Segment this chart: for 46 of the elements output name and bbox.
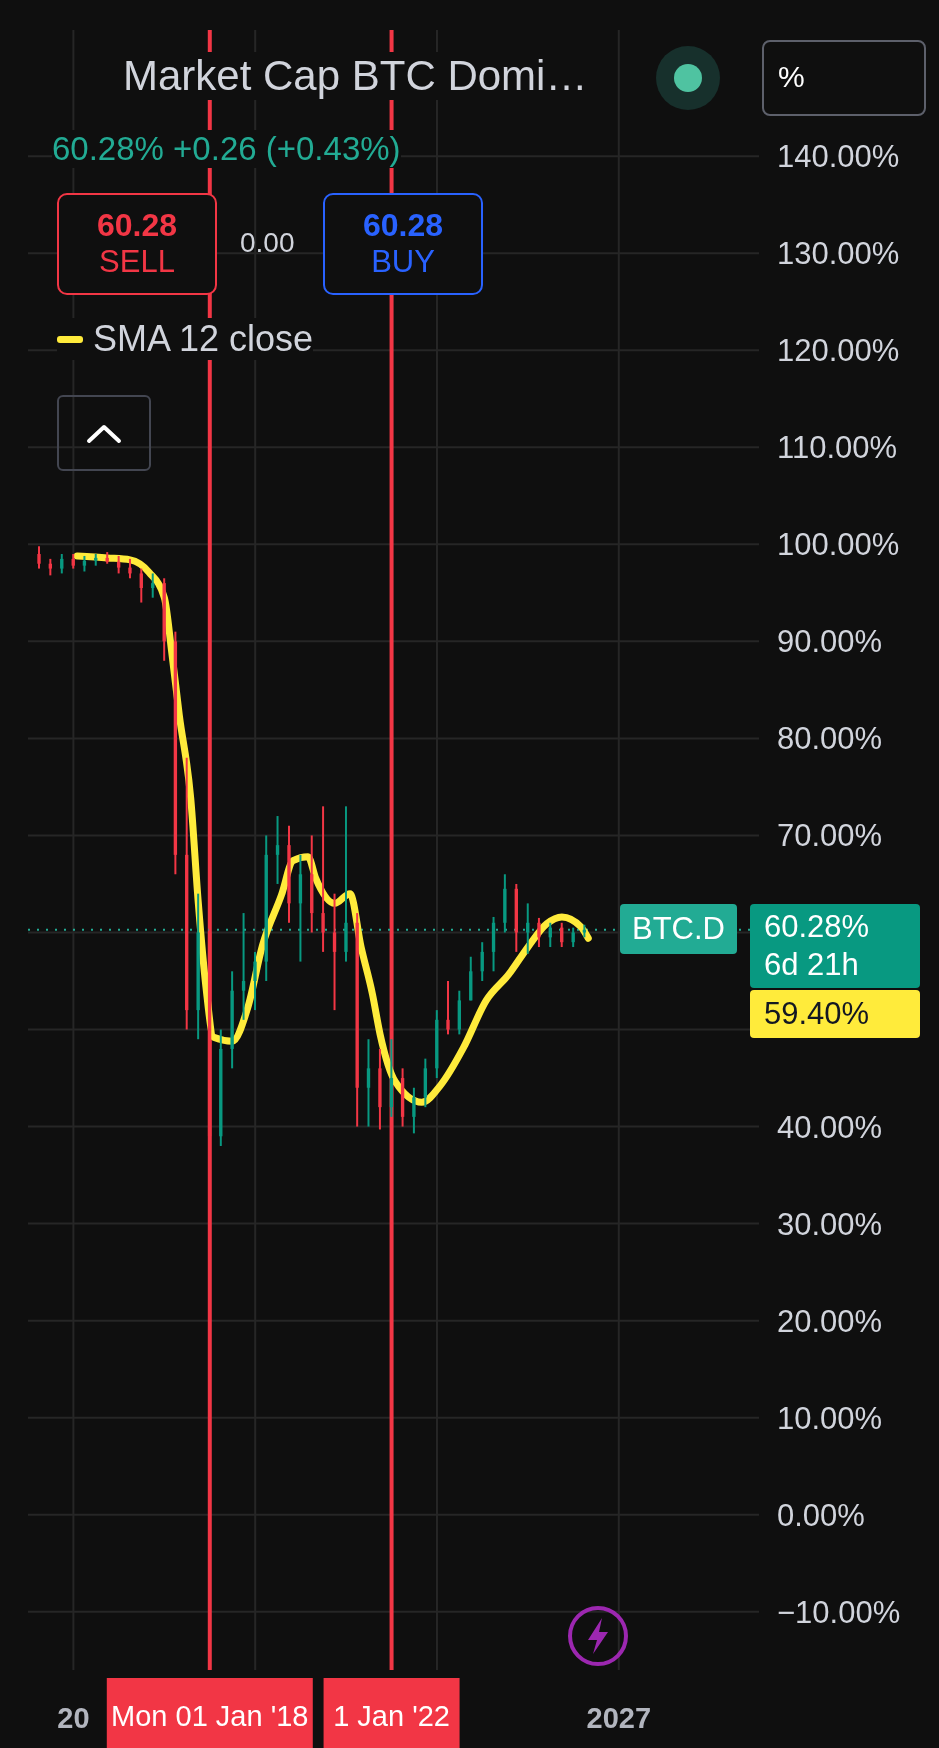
candlestick bbox=[60, 553, 64, 575]
candlestick bbox=[275, 815, 280, 885]
y-tick-label: 90.00% bbox=[777, 624, 883, 660]
y-tick-label: −10.00% bbox=[777, 1594, 901, 1630]
text: Market Cap BTC Domi… bbox=[123, 52, 588, 100]
legend-label: SMA 12 close bbox=[57, 318, 314, 360]
candlestick bbox=[37, 545, 41, 570]
candlestick bbox=[139, 567, 143, 604]
ref-line-label: 1 Jan '22 bbox=[333, 1700, 450, 1732]
text: 60.28% bbox=[764, 907, 871, 946]
y-tick-label: 130.00% bbox=[777, 236, 900, 272]
y-tick-label: 110.00% bbox=[777, 430, 898, 466]
candlestick bbox=[412, 1086, 416, 1135]
annotation: 0.00 bbox=[240, 227, 295, 259]
annotation: 60.28 bbox=[361, 207, 445, 244]
text: 59.40% bbox=[750, 989, 920, 1038]
annotation: SELL bbox=[98, 244, 176, 280]
y-tick-label: 10.00% bbox=[777, 1400, 883, 1436]
y-tick-label: 140.00% bbox=[777, 139, 900, 175]
candlestick bbox=[253, 950, 257, 1012]
candlestick bbox=[332, 892, 337, 1012]
text: 6d 21h bbox=[764, 945, 860, 984]
y-tick-label: 0.00% bbox=[777, 1497, 865, 1533]
text: % bbox=[762, 40, 926, 116]
candlestick bbox=[537, 916, 541, 949]
candlestick bbox=[571, 926, 575, 949]
candlestick bbox=[151, 572, 155, 599]
y-tick-label: 120.00% bbox=[777, 333, 900, 369]
ref-line-label: Mon 01 Jan '18 bbox=[111, 1700, 309, 1732]
y-tick-label: 20.00% bbox=[777, 1303, 883, 1339]
candlestick bbox=[128, 557, 132, 580]
candlestick bbox=[241, 912, 246, 1021]
y-tick-label: 80.00% bbox=[777, 721, 883, 757]
y-tick-label: 40.00% bbox=[777, 1109, 883, 1145]
annotation: 60.28 bbox=[95, 207, 179, 244]
y-tick-label: 100.00% bbox=[777, 527, 900, 563]
y-tick-label: 70.00% bbox=[777, 818, 883, 854]
candlestick bbox=[321, 805, 325, 953]
text: 60.28% +0.26 (+0.43%) bbox=[52, 130, 401, 168]
ref-line-label: BTC.D bbox=[620, 903, 737, 954]
x-tick-label: 20 bbox=[57, 1702, 90, 1734]
x-tick-label: 2027 bbox=[586, 1702, 652, 1734]
y-tick-label: 30.00% bbox=[777, 1206, 883, 1242]
candlestick bbox=[366, 1038, 371, 1128]
candlestick bbox=[446, 980, 450, 1036]
annotation: BUY bbox=[370, 244, 436, 280]
